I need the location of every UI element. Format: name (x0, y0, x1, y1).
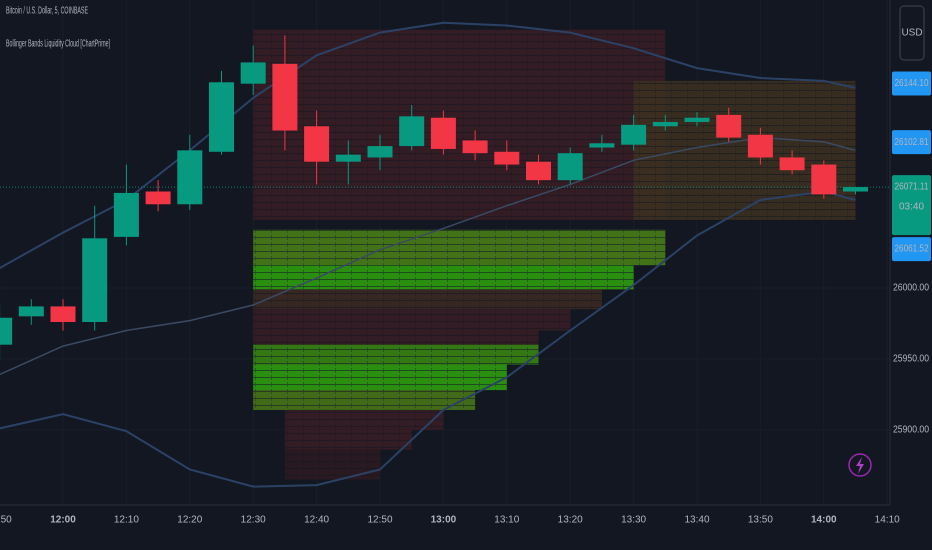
countdown-label: 03:40 (899, 202, 924, 213)
x-tick-label: 14:10 (875, 515, 900, 526)
x-tick-label: 13:40 (684, 515, 709, 526)
candle-body (177, 150, 203, 205)
cloud-texture (284, 409, 444, 430)
cloud-texture (633, 80, 856, 220)
x-tick-label: 12:50 (367, 515, 392, 526)
candle-body (0, 317, 13, 345)
cloud-texture (253, 265, 634, 290)
candle-body (652, 121, 678, 127)
currency-label[interactable]: USD (901, 28, 922, 39)
candle-body (430, 117, 456, 149)
symbol-title: Bitcoin / U.S. Dollar, 5, COINBASE (6, 6, 88, 17)
candle-body (304, 126, 330, 162)
cloud-texture (253, 29, 666, 220)
price-badge (892, 71, 931, 96)
candle-body (113, 192, 139, 237)
plot-area (0, 21, 890, 488)
price-badge-label: 26061.52 (895, 244, 929, 255)
candle-body (779, 157, 805, 171)
x-tick-label: 12:00 (50, 515, 76, 526)
candle-body (843, 187, 868, 192)
alert-icon[interactable] (848, 453, 872, 477)
x-tick-label: 12:20 (177, 515, 202, 526)
currency-button[interactable]: USD (899, 5, 925, 61)
x-tick-label: 13:20 (558, 515, 583, 526)
candle-body (811, 164, 837, 195)
candle-body (684, 117, 710, 122)
cloud-texture (253, 309, 571, 331)
cloud-texture (253, 289, 602, 310)
candle-body (399, 116, 425, 147)
candle-body (716, 114, 742, 138)
cloud-texture (253, 364, 507, 391)
candle-body (557, 153, 583, 181)
candle-body (18, 306, 44, 317)
candle-body (621, 124, 647, 145)
price-badge (892, 175, 931, 236)
candle-body (50, 306, 76, 323)
cloud-texture (284, 449, 380, 480)
candle-body (526, 161, 551, 181)
y-tick-label: 26000.00 (893, 283, 929, 294)
band-middle (0, 136, 856, 376)
x-tick-label: 12:30 (241, 515, 266, 526)
price-badge-label: 26071.11 (895, 182, 929, 193)
x-tick-label: 11:50 (0, 515, 12, 526)
indicator-title: Bollinger Bands Liquidity Cloud [ChartPr… (6, 39, 110, 50)
candle-body (145, 191, 171, 205)
candle-body (462, 140, 488, 154)
x-tick-label: 13:30 (621, 515, 646, 526)
cloud-texture (253, 229, 666, 266)
cloud-texture (253, 390, 476, 410)
x-tick-label: 13:10 (494, 515, 519, 526)
price-badge-label: 26144.10 (895, 78, 929, 89)
price-badge (892, 130, 931, 155)
x-tick-label: 13:50 (748, 515, 773, 526)
x-tick-label: 13:00 (431, 515, 457, 526)
candle-body (209, 82, 234, 152)
band-lower (0, 190, 856, 488)
band-upper (0, 21, 856, 269)
cloud-texture (253, 344, 539, 365)
candle-body (747, 134, 773, 158)
x-tick-label: 14:00 (811, 515, 837, 526)
cloud-texture (284, 429, 412, 450)
candle-body (494, 151, 520, 165)
candle-body (589, 143, 615, 148)
price-badge-label: 26102.81 (895, 137, 929, 148)
cloud-texture (253, 330, 539, 345)
y-tick-label: 25950.00 (893, 354, 929, 365)
candle-body (367, 146, 393, 158)
candle-body (272, 63, 298, 131)
price-badge (892, 237, 931, 262)
x-tick-label: 12:10 (114, 515, 139, 526)
y-tick-label: 25900.00 (893, 424, 929, 435)
x-tick-label: 12:40 (304, 515, 329, 526)
candle-body (335, 154, 361, 162)
candle-body (240, 62, 266, 84)
candle-body (82, 238, 108, 323)
